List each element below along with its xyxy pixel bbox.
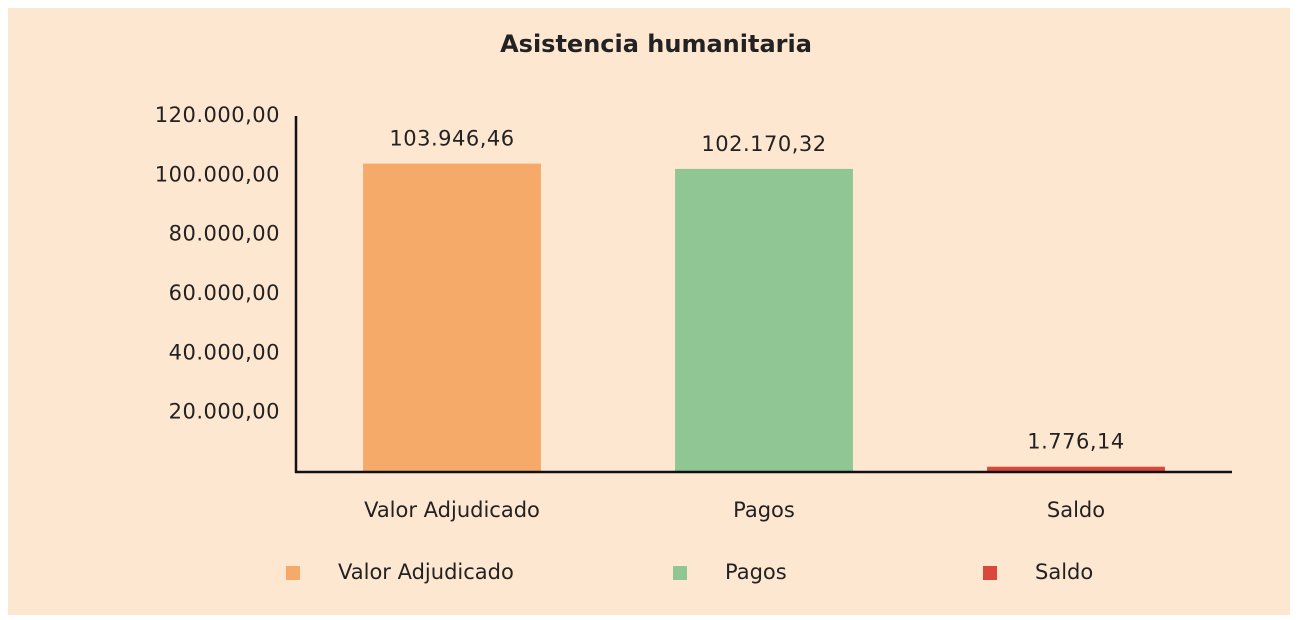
- y-tick-label: 120.000,00: [155, 103, 280, 127]
- chart-title: Asistencia humanitaria: [500, 30, 812, 58]
- x-tick-label: Pagos: [733, 498, 795, 522]
- legend-swatch: [983, 566, 997, 580]
- legend-label: Valor Adjudicado: [338, 560, 514, 584]
- data-label: 1.776,14: [1027, 430, 1125, 454]
- legend-label: Saldo: [1035, 560, 1093, 584]
- data-label: 103.946,46: [389, 127, 514, 151]
- y-tick-label: 60.000,00: [169, 281, 280, 305]
- legend-swatch: [673, 566, 687, 580]
- y-tick-label: 40.000,00: [169, 340, 280, 364]
- y-tick-label: 80.000,00: [169, 222, 280, 246]
- legend-label: Pagos: [725, 560, 787, 584]
- bar: [987, 466, 1165, 472]
- chart-background: [8, 8, 1290, 615]
- x-tick-label: Valor Adjudicado: [364, 498, 540, 522]
- legend-swatch: [286, 566, 300, 580]
- bar: [675, 168, 853, 472]
- bar: [363, 163, 541, 473]
- y-tick-label: 100.000,00: [155, 162, 280, 186]
- data-label: 102.170,32: [701, 132, 826, 156]
- y-tick-label: 20.000,00: [169, 400, 280, 424]
- x-tick-label: Saldo: [1047, 498, 1105, 522]
